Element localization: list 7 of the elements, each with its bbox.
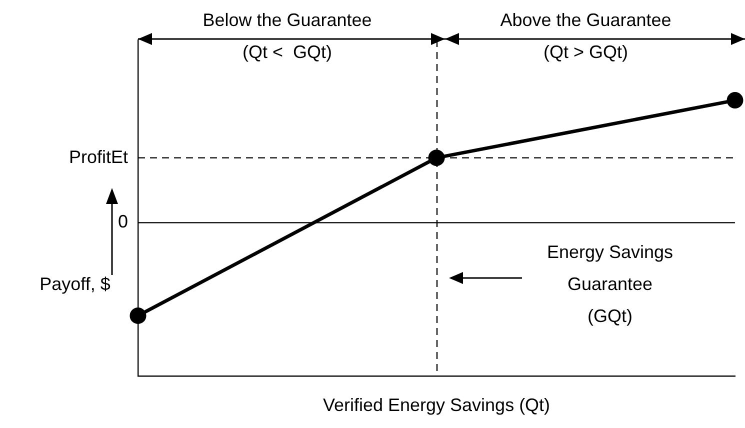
ref-line-label: 0 xyxy=(118,212,128,232)
annotation: Energy Savings Guarantee (GQt) xyxy=(546,242,674,326)
text: Below the Guarantee (Qt < GQt) xyxy=(202,10,372,62)
x-axis-title: Verified Energy Savings (Qt) xyxy=(322,395,550,415)
y-axis-title: Payoff, $ xyxy=(40,274,110,294)
text: Above the Guarantee (Qt > GQt) xyxy=(500,10,672,62)
ref-line-label: ProfitEt xyxy=(68,146,128,167)
